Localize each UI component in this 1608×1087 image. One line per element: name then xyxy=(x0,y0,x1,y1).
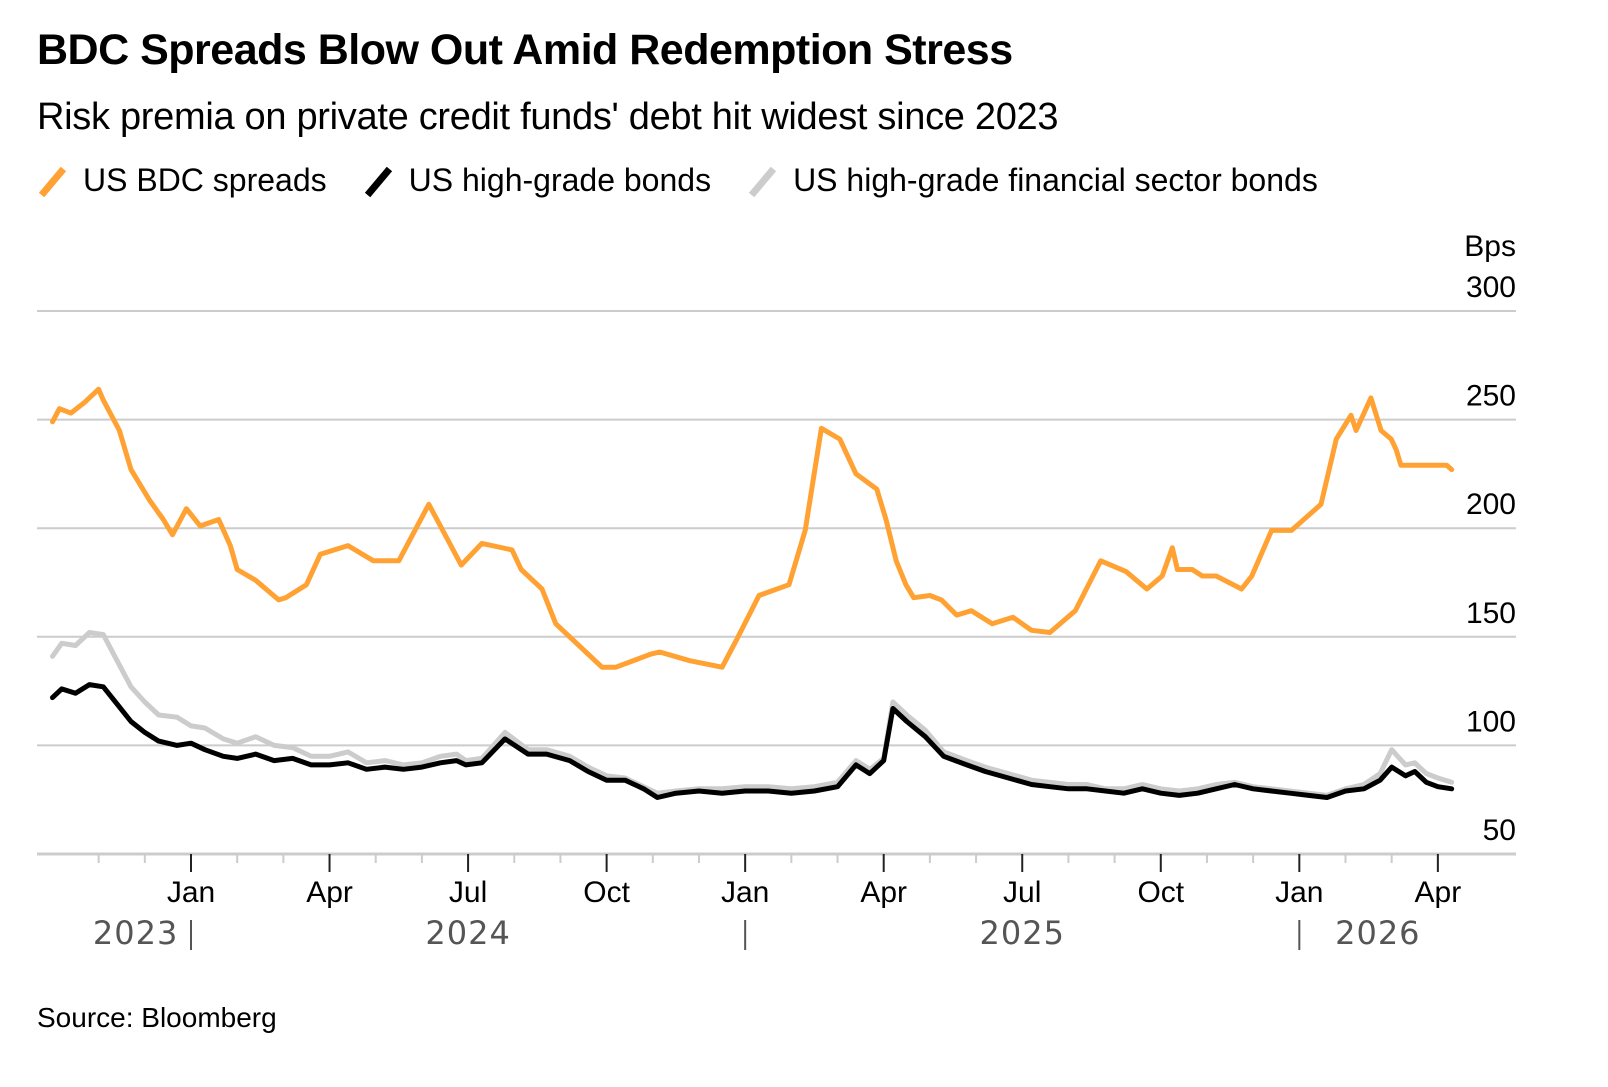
legend-label-bdc: US BDC spreads xyxy=(83,162,327,198)
legend-item-high-grade: US high-grade bonds xyxy=(363,162,711,199)
series-line-us-high-grade-financial-sector-bonds xyxy=(50,630,1455,798)
x-tick-label: Jul xyxy=(449,876,487,909)
legend-item-bdc: US BDC spreads xyxy=(37,162,327,199)
x-axis: Jan Apr Jul Oct Jan Apr Jul Oct Jan Apr 2023 2024 20… xyxy=(93,854,1461,952)
chart-subtitle: Risk premia on private credit funds' deb… xyxy=(37,96,1059,138)
legend-item-financial: US high-grade financial sector bonds xyxy=(747,162,1318,199)
series-lines xyxy=(50,386,1455,800)
year-label: 2023 xyxy=(93,914,178,952)
x-tick-label: Apr xyxy=(1415,876,1462,909)
x-tick-label: Jan xyxy=(721,876,769,909)
y-tick-label: 300 xyxy=(1466,271,1516,304)
year-label: 2026 xyxy=(1335,914,1420,952)
y-axis: 50 100 150 200 250 300 Bps xyxy=(1464,230,1516,847)
x-tick-label: Apr xyxy=(306,876,353,909)
y-tick-label: 250 xyxy=(1466,380,1516,413)
x-tick-label: Jul xyxy=(1003,876,1041,909)
x-tick-label: Jan xyxy=(167,876,215,909)
y-tick-label: 100 xyxy=(1466,705,1516,738)
year-label: 2025 xyxy=(980,914,1065,952)
x-tick-label: Oct xyxy=(1137,876,1184,909)
year-label: 2024 xyxy=(425,914,510,952)
legend-label-high-grade: US high-grade bonds xyxy=(408,162,712,198)
legend-label-financial: US high-grade financial sector bonds xyxy=(793,162,1318,198)
legend: US BDC spreads US high-grade bonds US hi… xyxy=(37,162,1354,199)
series-line-us-high-grade-bonds xyxy=(50,682,1455,800)
x-tick-label: Jan xyxy=(1275,876,1323,909)
y-tick-label: 150 xyxy=(1466,597,1516,630)
y-axis-unit-label: Bps xyxy=(1464,230,1516,263)
chart-title: BDC Spreads Blow Out Amid Redemption Str… xyxy=(37,26,1013,74)
x-tick-label: Oct xyxy=(583,876,630,909)
y-tick-label: 200 xyxy=(1466,488,1516,521)
x-tick-label: Apr xyxy=(860,876,907,909)
series-line-us-bdc-spreads xyxy=(50,386,1455,670)
y-tick-label: 50 xyxy=(1483,814,1516,847)
source-note: Source: Bloomberg xyxy=(37,1002,277,1033)
